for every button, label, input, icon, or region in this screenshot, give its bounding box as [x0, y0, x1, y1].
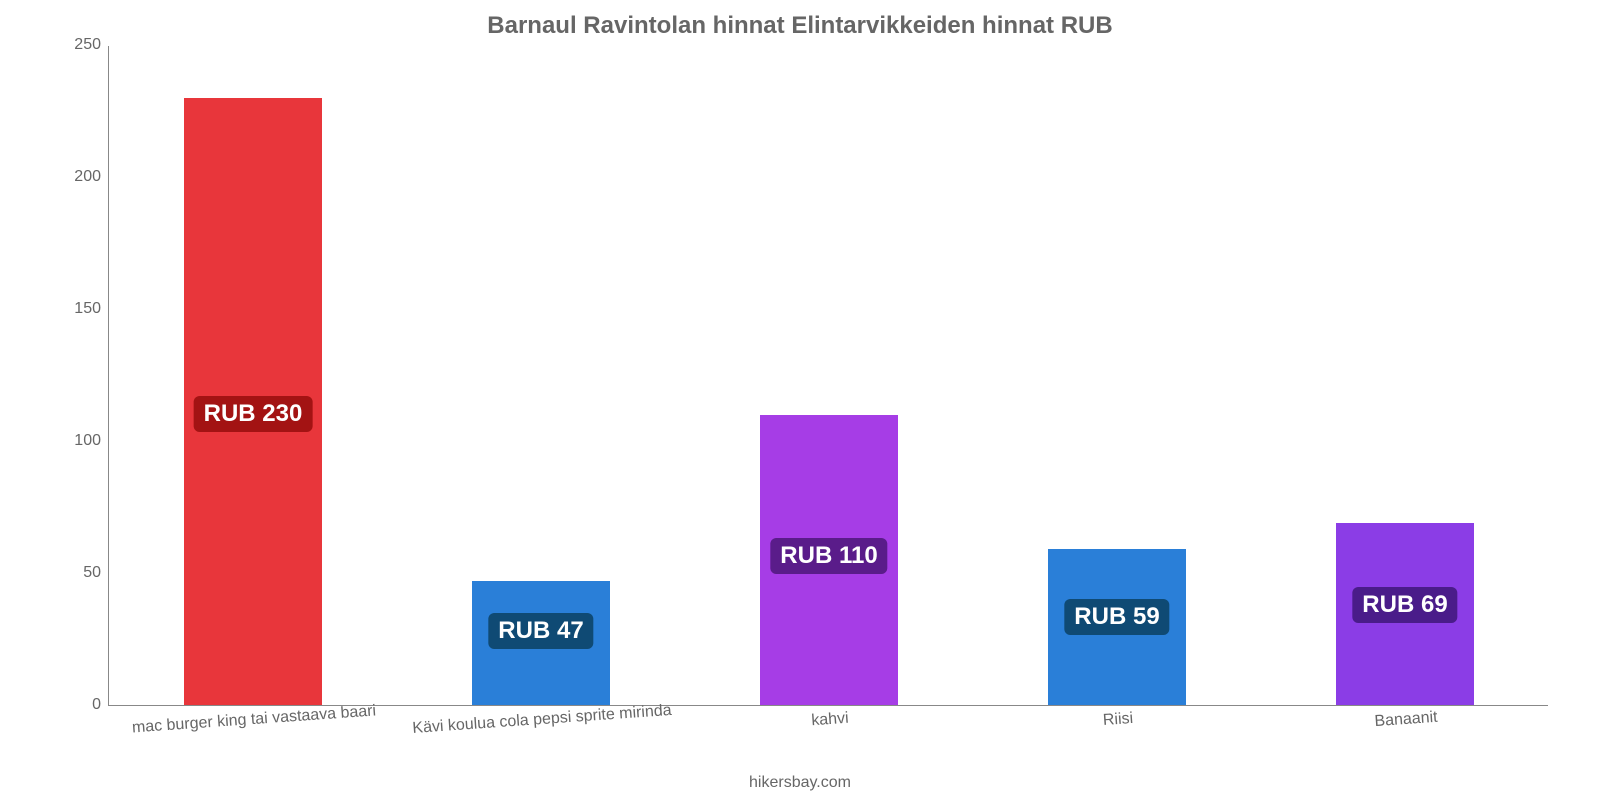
bar: RUB 110: [760, 415, 898, 705]
bar: RUB 59: [1048, 549, 1186, 705]
y-tick-label: 0: [92, 696, 109, 714]
value-badge: RUB 47: [488, 613, 593, 649]
plot-area: 050100150200250RUB 230mac burger king ta…: [108, 46, 1548, 706]
y-tick-label: 250: [74, 36, 109, 54]
value-badge: RUB 69: [1352, 587, 1457, 623]
price-bar-chart: Barnaul Ravintolan hinnat Elintarvikkeid…: [0, 0, 1600, 800]
attribution-text: hikersbay.com: [0, 774, 1600, 792]
y-tick-label: 200: [74, 168, 109, 186]
value-badge: RUB 230: [194, 396, 313, 432]
bar: RUB 69: [1336, 523, 1474, 705]
x-tick-label: Banaanit: [1373, 703, 1438, 731]
bar: RUB 230: [184, 98, 322, 705]
value-badge: RUB 59: [1064, 599, 1169, 635]
value-badge: RUB 110: [770, 538, 887, 574]
x-tick-label: Riisi: [1102, 704, 1134, 730]
y-tick-label: 50: [83, 564, 109, 582]
x-tick-label: kahvi: [810, 704, 849, 731]
bar: RUB 47: [472, 581, 610, 705]
y-tick-label: 150: [74, 300, 109, 318]
y-tick-label: 100: [74, 432, 109, 450]
chart-title: Barnaul Ravintolan hinnat Elintarvikkeid…: [0, 12, 1600, 40]
